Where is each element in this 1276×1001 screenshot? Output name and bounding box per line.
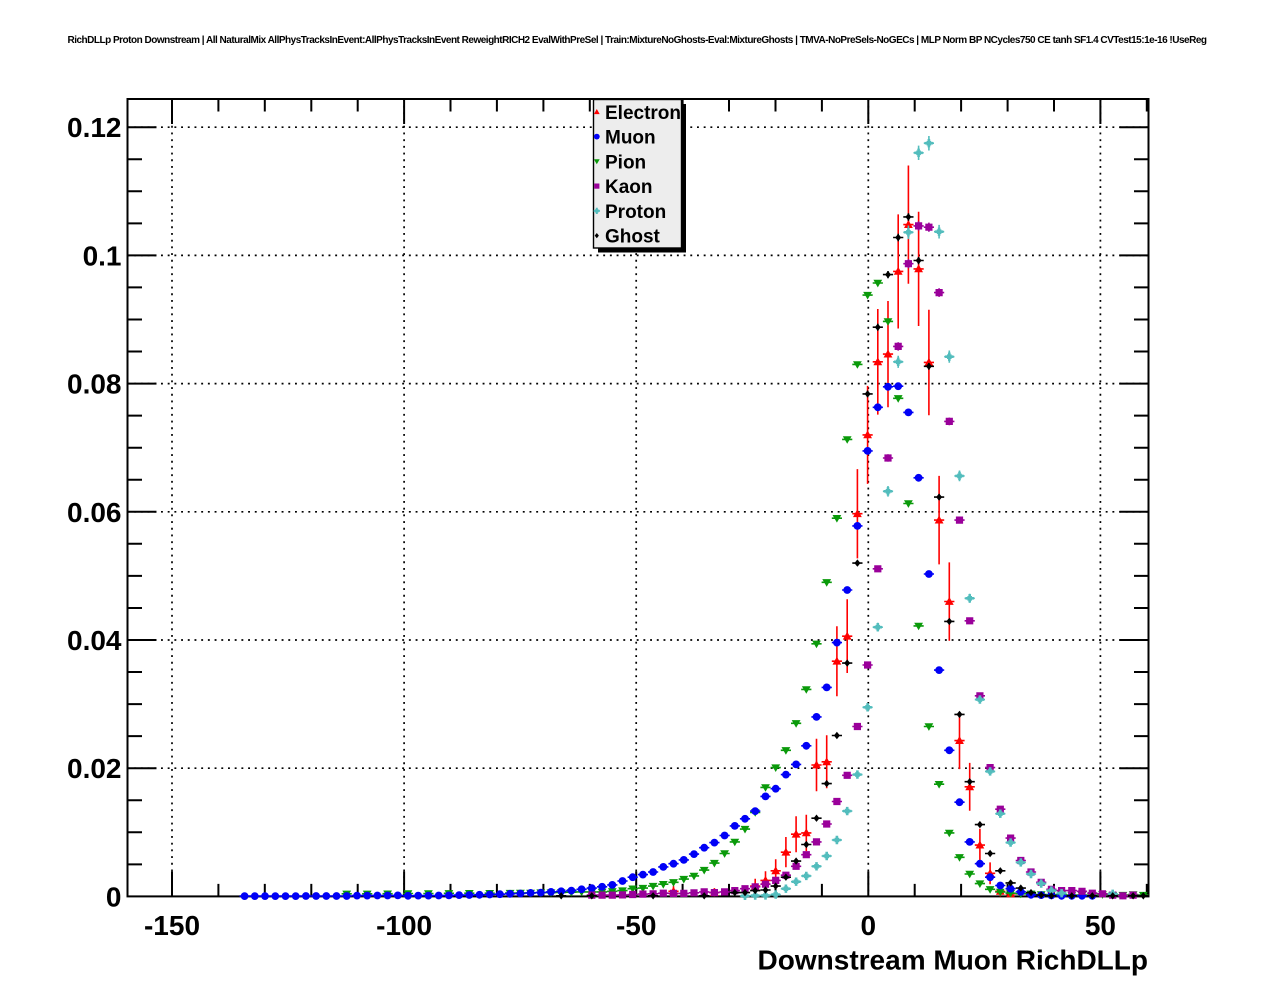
svg-text:Kaon: Kaon — [605, 177, 653, 198]
svg-text:Downstream Muon RichDLLp: Downstream Muon RichDLLp — [758, 945, 1148, 976]
svg-text:0.06: 0.06 — [67, 497, 122, 528]
svg-text:0.12: 0.12 — [67, 112, 122, 143]
svg-text:RichDLLp Proton Downstream | A: RichDLLp Proton Downstream | All Natural… — [68, 35, 1207, 46]
svg-text:50: 50 — [1085, 910, 1116, 941]
svg-text:Ghost: Ghost — [605, 227, 661, 248]
svg-text:Pion: Pion — [605, 152, 646, 173]
svg-text:-100: -100 — [376, 910, 432, 941]
svg-text:-150: -150 — [144, 910, 200, 941]
svg-text:0.02: 0.02 — [67, 753, 122, 784]
svg-text:0: 0 — [106, 881, 122, 912]
svg-text:0: 0 — [861, 910, 877, 941]
svg-text:0.08: 0.08 — [67, 369, 122, 400]
svg-text:0.1: 0.1 — [83, 240, 122, 271]
svg-text:Proton: Proton — [605, 202, 666, 223]
svg-text:0.04: 0.04 — [67, 625, 122, 656]
svg-text:Muon: Muon — [605, 128, 656, 149]
svg-text:Electron: Electron — [605, 103, 681, 124]
svg-text:-50: -50 — [616, 910, 656, 941]
